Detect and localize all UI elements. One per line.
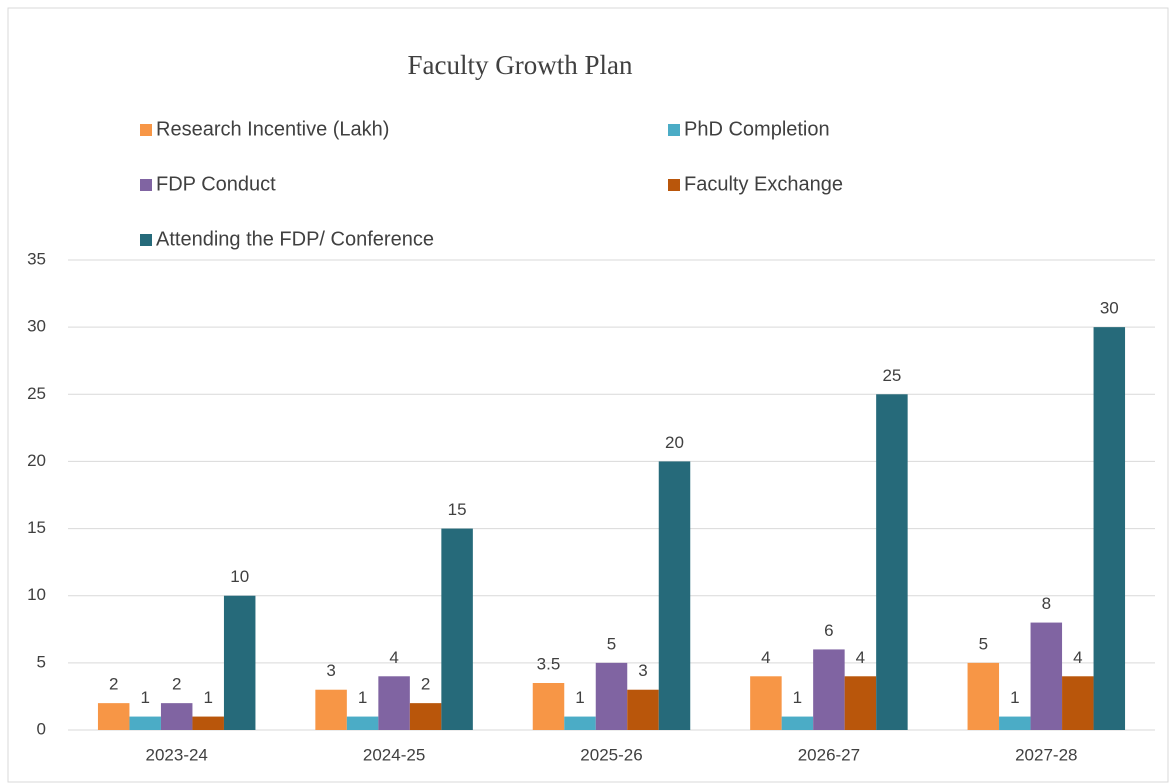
bar bbox=[315, 689, 347, 730]
legend-label: FDP Conduct bbox=[156, 173, 276, 195]
data-label: 1 bbox=[575, 688, 584, 707]
bar bbox=[999, 716, 1031, 730]
y-tick-label: 10 bbox=[27, 585, 46, 604]
data-label: 2 bbox=[109, 675, 118, 694]
data-label: 4 bbox=[761, 648, 770, 667]
data-label: 2 bbox=[421, 675, 430, 694]
data-label: 30 bbox=[1100, 299, 1119, 318]
legend-swatch bbox=[140, 124, 152, 136]
legend-label: Research Incentive (Lakh) bbox=[156, 118, 389, 140]
y-tick-label: 15 bbox=[27, 518, 46, 537]
legend-swatch bbox=[668, 124, 680, 136]
legend-swatch bbox=[140, 234, 152, 246]
bar bbox=[97, 703, 130, 730]
x-tick-label: 2025-26 bbox=[580, 745, 642, 764]
data-label: 4 bbox=[389, 648, 398, 667]
bar bbox=[844, 676, 877, 730]
bar bbox=[129, 716, 161, 730]
data-label: 5 bbox=[607, 634, 616, 653]
data-label: 1 bbox=[203, 688, 212, 707]
data-label: 8 bbox=[1042, 594, 1051, 613]
data-label: 25 bbox=[882, 366, 901, 385]
x-tick-label: 2026-27 bbox=[798, 745, 860, 764]
y-tick-label: 0 bbox=[37, 719, 46, 738]
y-tick-label: 5 bbox=[37, 652, 46, 671]
legend-label: Faculty Exchange bbox=[684, 173, 843, 195]
data-label: 1 bbox=[358, 688, 367, 707]
bar bbox=[564, 716, 596, 730]
bar bbox=[967, 662, 1000, 730]
bar bbox=[1093, 327, 1126, 730]
bar bbox=[813, 649, 845, 730]
data-label: 10 bbox=[230, 567, 249, 586]
data-label: 3 bbox=[326, 661, 335, 680]
bar bbox=[627, 689, 659, 730]
y-tick-label: 25 bbox=[27, 384, 46, 403]
data-label: 5 bbox=[979, 634, 988, 653]
bar bbox=[1062, 676, 1094, 730]
data-label: 3.5 bbox=[537, 654, 561, 673]
y-tick-label: 35 bbox=[27, 249, 46, 268]
legend-label: Attending the FDP/ Conference bbox=[156, 228, 434, 250]
bar bbox=[160, 703, 193, 730]
data-label: 1 bbox=[1010, 688, 1019, 707]
chart-border bbox=[7, 7, 1169, 783]
data-label: 1 bbox=[140, 688, 149, 707]
data-label: 3 bbox=[638, 661, 647, 680]
x-tick-label: 2027-28 bbox=[1015, 745, 1077, 764]
chart-title: Faculty Growth Plan bbox=[408, 50, 633, 80]
data-label: 6 bbox=[824, 621, 833, 640]
x-tick-label: 2024-25 bbox=[363, 745, 425, 764]
bar bbox=[192, 716, 224, 730]
bar bbox=[378, 676, 410, 730]
bar bbox=[409, 703, 442, 730]
bar bbox=[441, 528, 473, 730]
bar bbox=[595, 662, 628, 730]
y-tick-label: 30 bbox=[27, 317, 46, 336]
legend-swatch bbox=[668, 179, 680, 191]
bar bbox=[1030, 622, 1063, 730]
bar bbox=[346, 716, 379, 730]
data-label: 4 bbox=[1073, 648, 1082, 667]
bar bbox=[876, 394, 908, 730]
data-label: 1 bbox=[793, 688, 802, 707]
y-tick-label: 20 bbox=[27, 451, 46, 470]
data-label: 2 bbox=[172, 675, 181, 694]
data-label: 4 bbox=[856, 648, 865, 667]
x-tick-label: 2023-24 bbox=[146, 745, 208, 764]
bar bbox=[750, 676, 782, 730]
data-label: 15 bbox=[448, 500, 467, 519]
legend-label: PhD Completion bbox=[684, 118, 830, 140]
data-label: 20 bbox=[665, 433, 684, 452]
bar bbox=[658, 461, 691, 730]
bar bbox=[223, 595, 256, 730]
bar bbox=[781, 716, 814, 730]
bar bbox=[532, 683, 565, 730]
legend-swatch bbox=[140, 179, 152, 191]
